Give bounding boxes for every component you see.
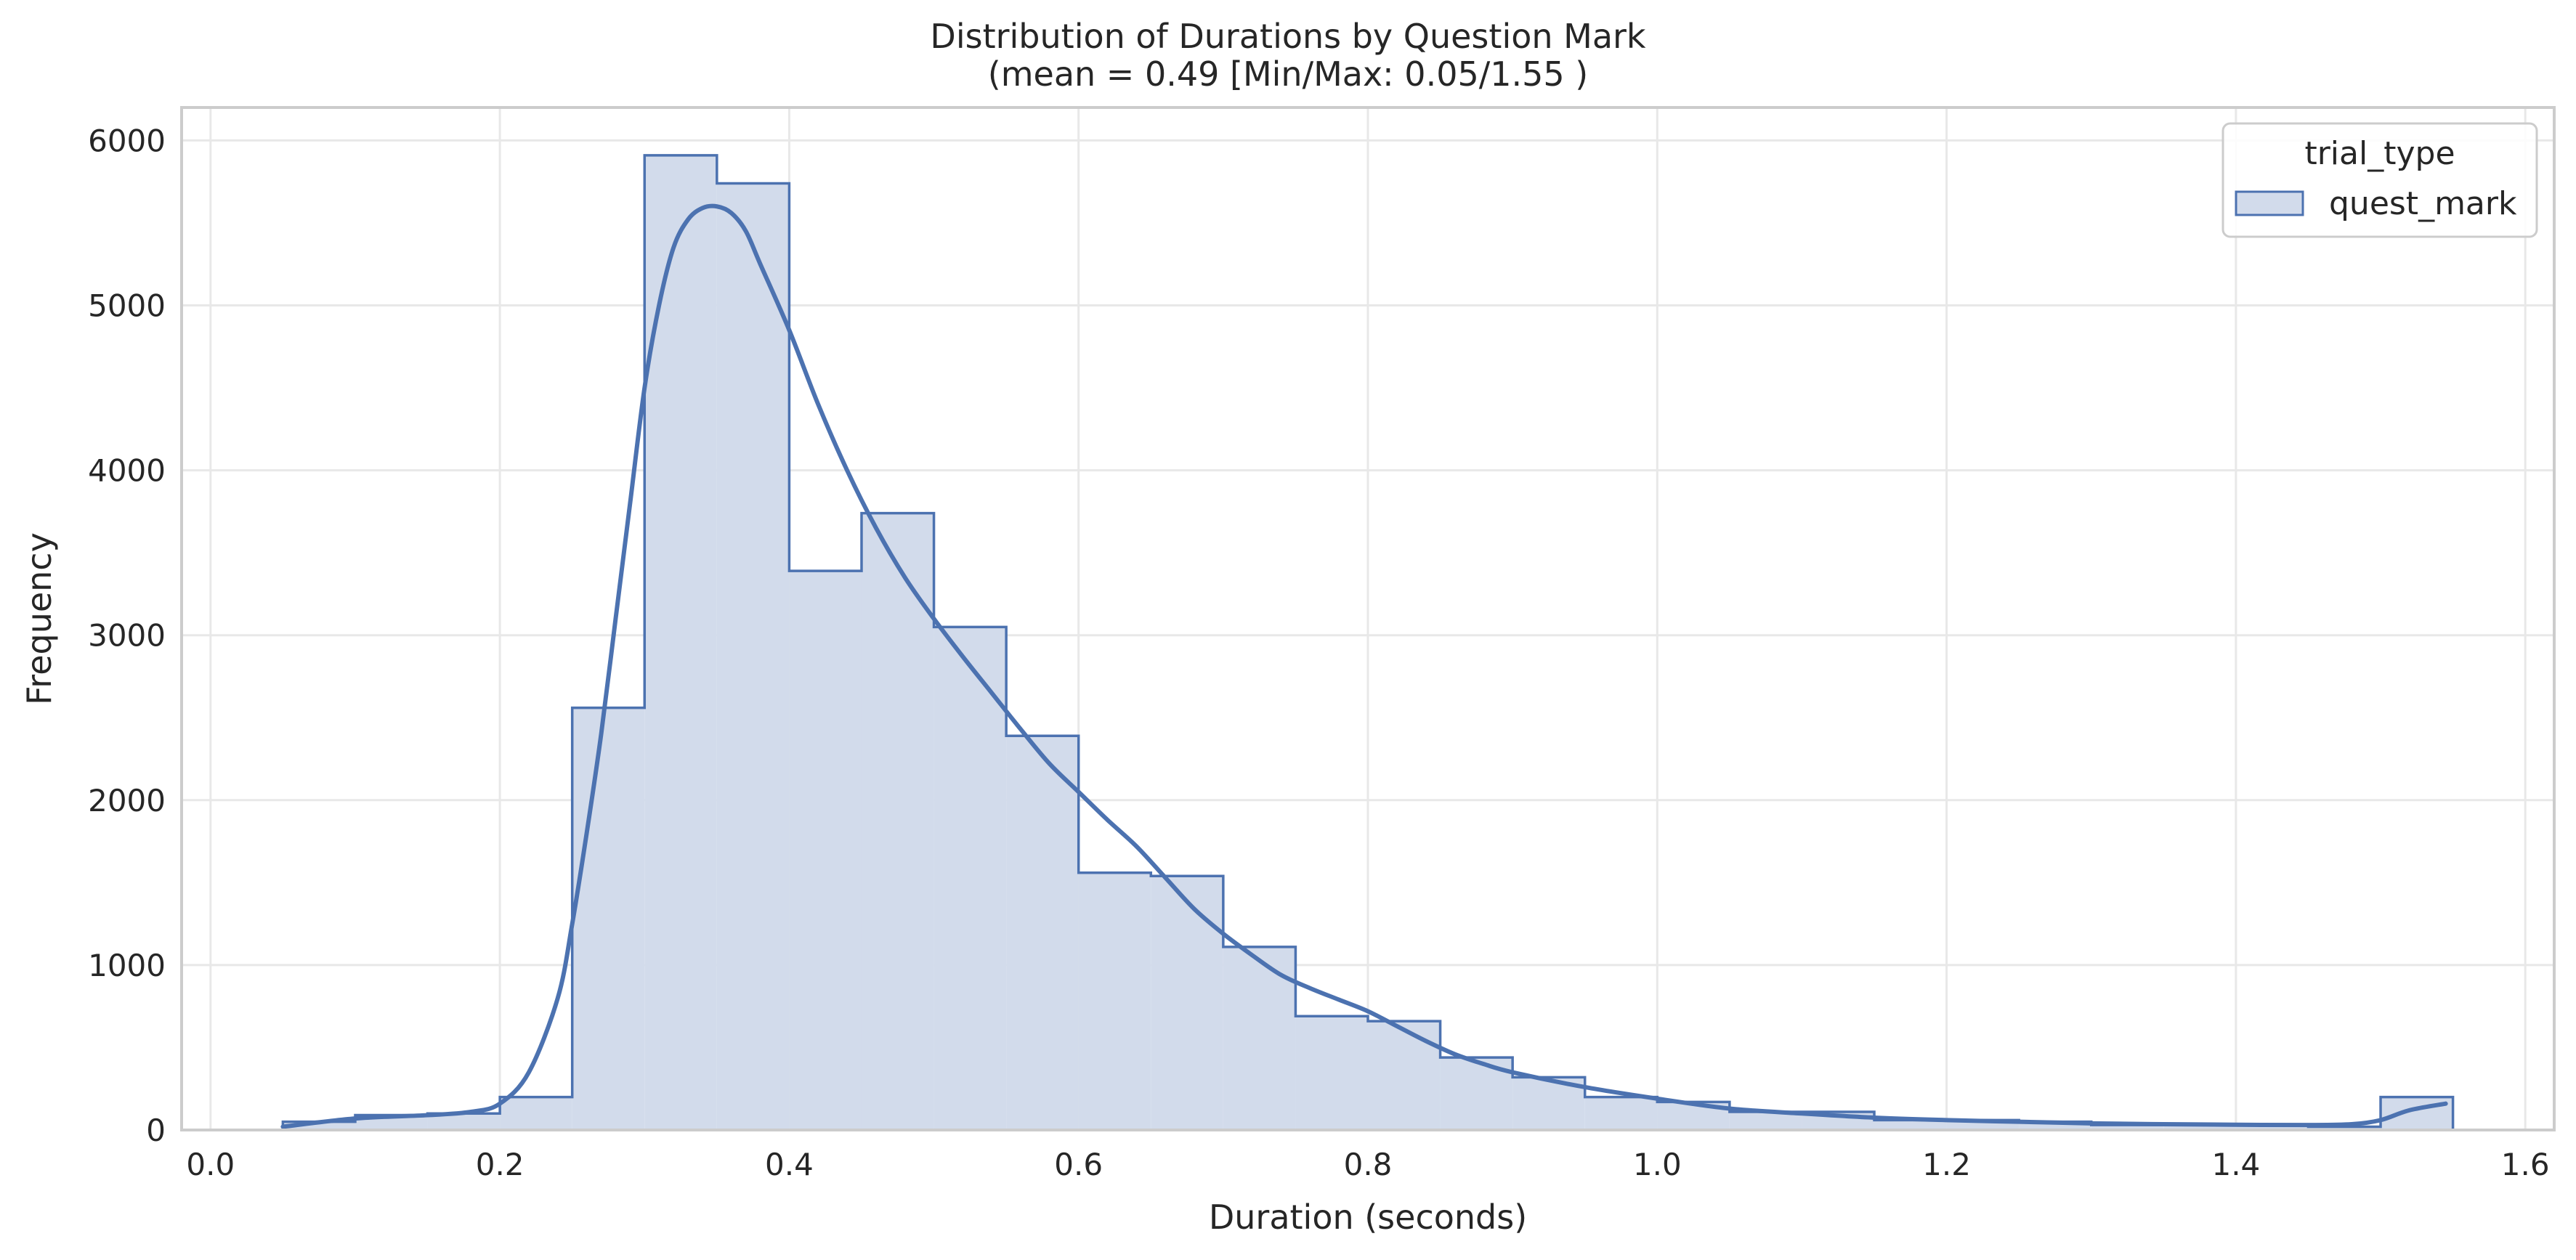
legend-entry-quest-mark: quest_mark [2329,185,2517,222]
histogram-bar [427,1113,501,1130]
x-tick-label: 0.4 [765,1147,814,1182]
histogram-bar [1368,1021,1441,1130]
chart-title: Distribution of Durations by Question Ma… [930,17,1646,56]
histogram-bar [1078,872,1151,1130]
histogram-bars [281,154,2455,1131]
histogram-bar [2381,1097,2453,1130]
histogram-bar [572,707,645,1130]
y-tick-label: 2000 [88,783,166,818]
histogram-bar [2019,1121,2091,1130]
chart-subtitle: (mean = 0.49 [Min/Max: 0.05/1.55 ) [988,54,1588,94]
legend-title: trial_type [2304,135,2455,172]
x-tick-label: 1.0 [1633,1147,1682,1182]
y-tick-label: 0 [146,1113,166,1148]
x-tick-label: 1.2 [1922,1147,1971,1182]
kde-curve-layer [280,203,2448,1129]
legend-swatch [2235,190,2304,216]
x-tick-label: 1.4 [2211,1147,2260,1182]
histogram-bar [1584,1097,1658,1130]
x-axis-label: Duration (seconds) [1209,1198,1527,1237]
y-tick-label: 1000 [88,948,166,983]
y-tick-label: 5000 [88,288,166,324]
x-tick-label: 0.0 [186,1147,235,1182]
histogram-bar [2235,1125,2309,1130]
histogram-bar [1151,876,1223,1130]
histogram-bar [283,1121,355,1130]
histogram-bar [1874,1120,1947,1130]
histogram-bar [861,513,934,1130]
histogram-bar [1295,1016,1368,1130]
histogram-bar [2163,1125,2236,1130]
y-tick-labels: 0 1000 2000 3000 4000 5000 6000 [88,123,166,1148]
histogram-bar [2308,1126,2381,1130]
histogram-bar [789,571,862,1130]
x-tick-labels: 0.0 0.2 0.4 0.6 0.8 1.0 1.2 1.4 1.6 [186,1147,2549,1182]
kde-curve [280,203,2448,1129]
x-tick-label: 0.2 [476,1147,524,1182]
x-tick-label: 1.6 [2501,1147,2550,1182]
histogram-bar [933,627,1007,1130]
histogram-bar [1223,946,1296,1130]
x-tick-label: 0.6 [1054,1147,1103,1182]
x-tick-label: 0.8 [1344,1147,1393,1182]
y-tick-label: 4000 [88,453,166,489]
histogram-bar [2091,1125,2164,1130]
histogram-bar [716,183,790,1131]
legend: trial_type quest_mark [2221,122,2538,238]
plot-frame [180,106,2556,1131]
y-tick-label: 6000 [88,123,166,158]
histogram-bar [644,155,717,1131]
histogram-bar [1006,736,1079,1130]
y-axis-label: Frequency [20,532,59,705]
grid-lines [182,107,2554,1131]
y-tick-label: 3000 [88,618,166,654]
histogram-bar [500,1097,572,1130]
